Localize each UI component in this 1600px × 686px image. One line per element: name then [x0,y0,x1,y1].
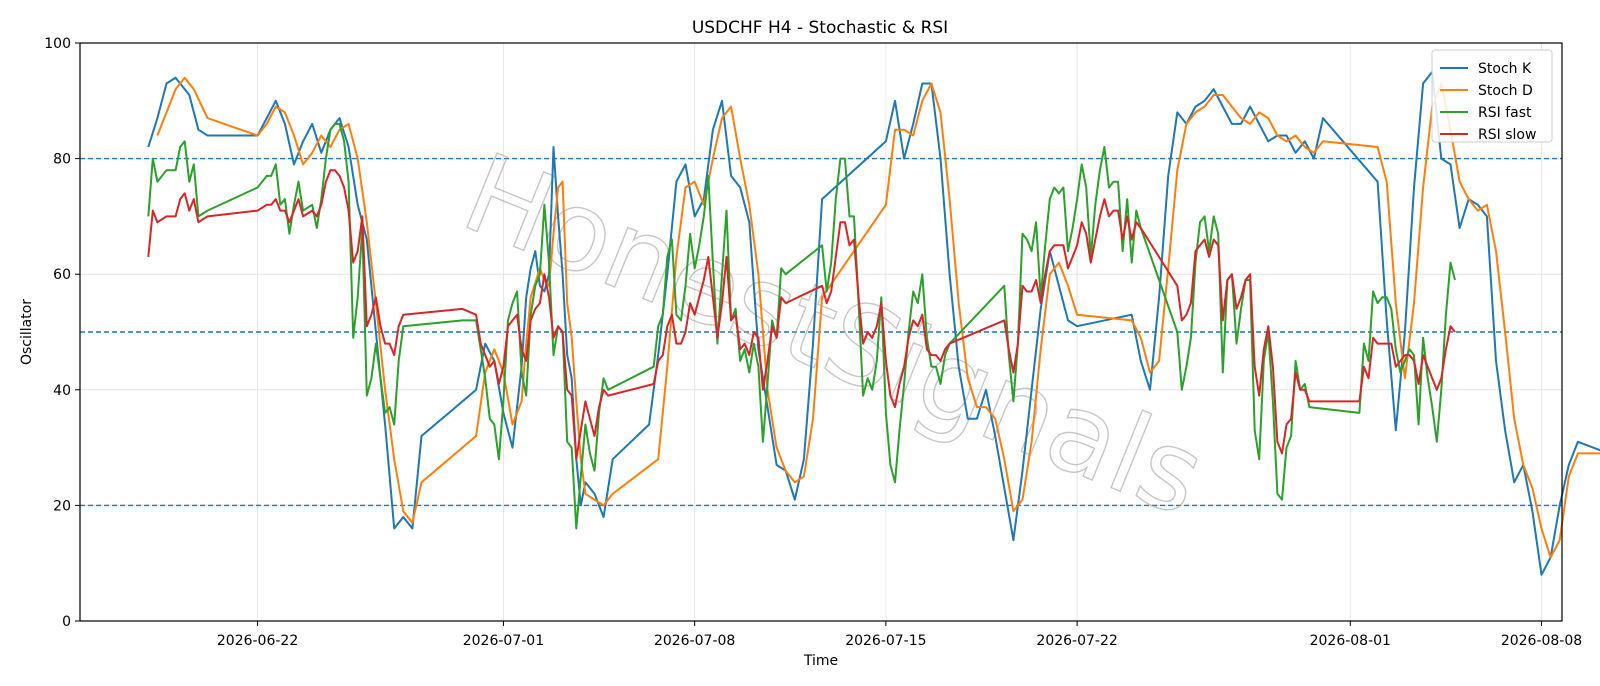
x-tick-label: 2026-07-15 [845,633,926,649]
x-axis-ticks: 2026-06-22 2026-07-01 2026-07-08 2026-07-15… [217,621,1582,649]
grid-lines [80,42,1562,622]
series-line-rsi-fast [147,122,1456,530]
legend-label: RSI slow [1478,127,1536,143]
legend-label: Stoch D [1478,83,1533,99]
x-tick-label: 2026-08-08 [1501,633,1582,649]
x-tick-label: 2026-08-01 [1310,633,1391,649]
y-tick-label: 60 [53,267,71,283]
legend: Stoch K Stoch D RSI fast RSI slow [1431,49,1553,143]
legend-label: Stoch K [1478,61,1532,77]
chart-title: USDCHF H4 - Stochastic & RSI [692,18,948,38]
x-axis-label: Time [803,653,838,669]
legend-box [1431,49,1553,143]
y-tick-label: 20 [53,498,71,514]
series-line-rsi-slow [147,169,1456,461]
y-tick-label: 80 [53,152,71,168]
series-line-stoch-d [156,76,1600,559]
legend-label: RSI fast [1478,105,1532,121]
x-tick-label: 2026-06-22 [217,633,298,649]
y-axis-label: Oscillator [19,299,35,365]
y-axis-ticks: 0 20 40 60 80 100 [44,36,80,630]
y-tick-label: 0 [62,614,71,630]
x-tick-label: 2026-07-01 [463,633,544,649]
x-tick-label: 2026-07-22 [1036,633,1117,649]
x-tick-label: 2026-07-08 [654,633,735,649]
y-tick-label: 40 [53,383,71,399]
plot-frame [79,42,1563,622]
y-tick-label: 100 [44,36,71,52]
series-lines [147,70,1600,576]
reference-lines [80,157,1562,507]
series-line-stoch-k [147,70,1600,576]
